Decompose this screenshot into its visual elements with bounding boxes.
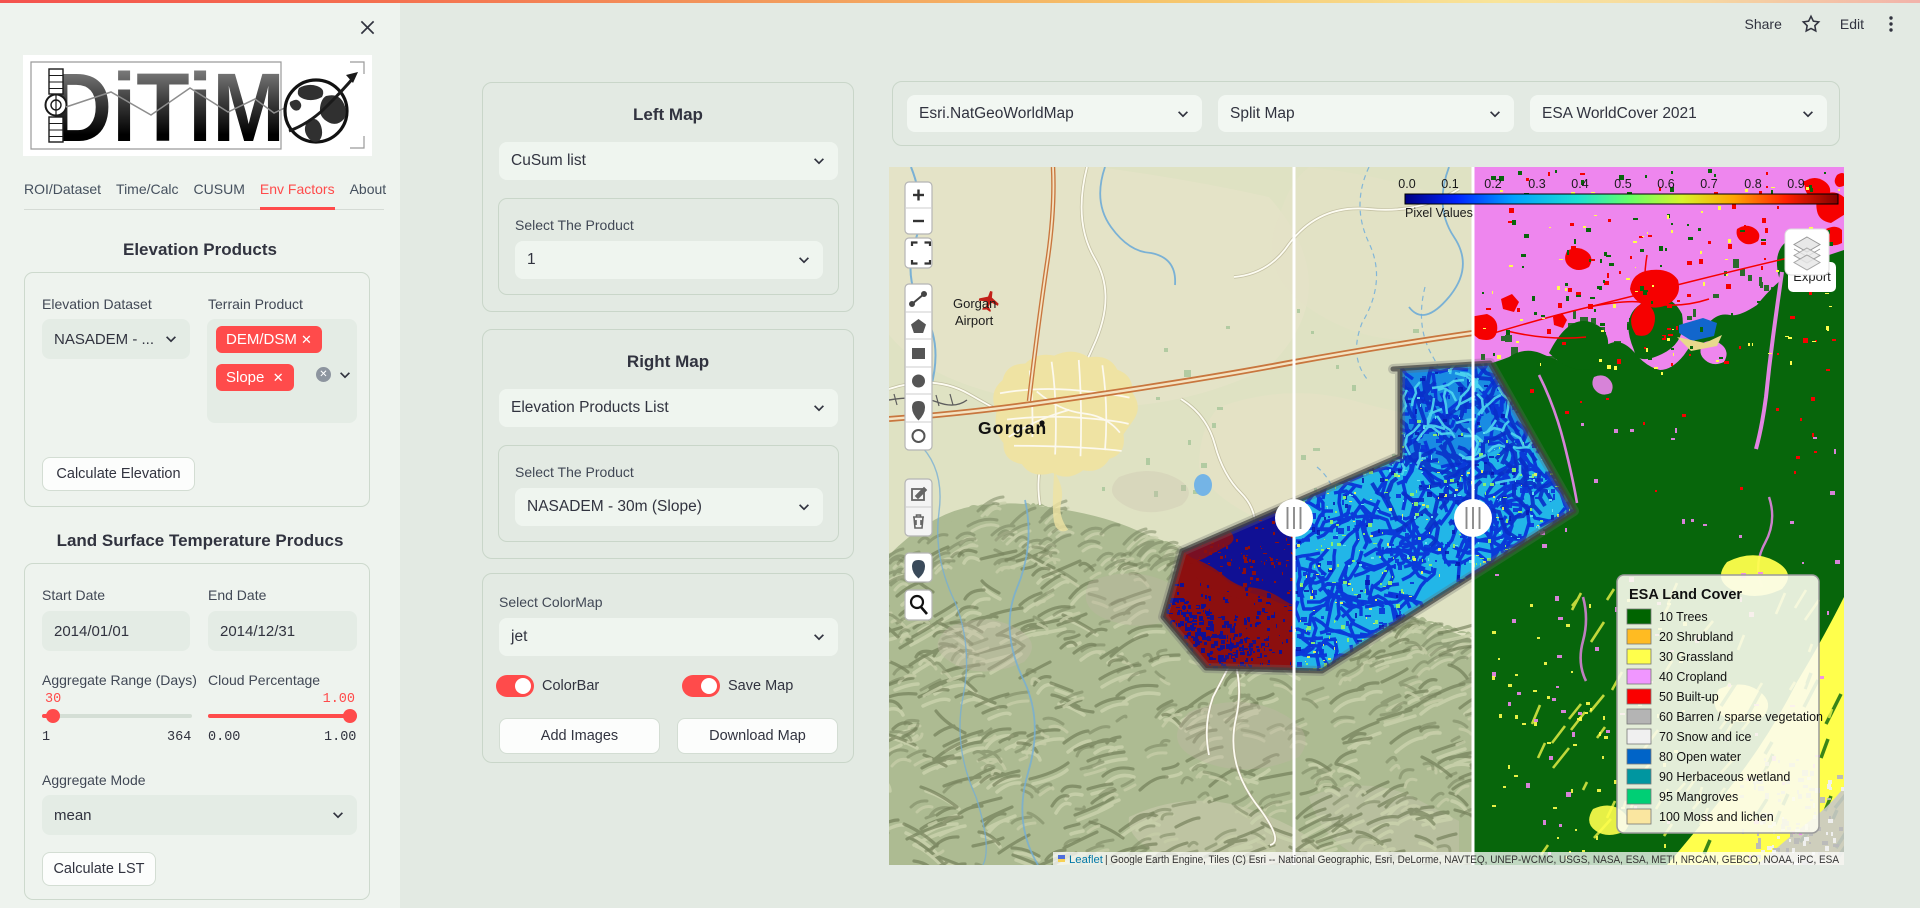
svg-text:50 Built-up: 50 Built-up — [1659, 690, 1719, 704]
svg-text:20 Shrubland: 20 Shrubland — [1659, 630, 1733, 644]
svg-text:0.9: 0.9 — [1787, 177, 1804, 191]
svg-text:70 Snow and ice: 70 Snow and ice — [1659, 730, 1751, 744]
svg-text:95 Mangroves: 95 Mangroves — [1659, 790, 1738, 804]
svg-text:0.8: 0.8 — [1744, 177, 1761, 191]
svg-text:80 Open water: 80 Open water — [1659, 750, 1741, 764]
svg-text:DiTiM: DiTiM — [49, 55, 285, 156]
svg-text:Gorgan: Gorgan — [978, 418, 1047, 438]
svg-text:100 Moss and lichen: 100 Moss and lichen — [1659, 810, 1774, 824]
svg-text:40 Cropland: 40 Cropland — [1659, 670, 1727, 684]
svg-text:Gorgan: Gorgan — [953, 296, 996, 311]
svg-text:30 Grassland: 30 Grassland — [1659, 650, 1733, 664]
svg-text:90 Herbaceous wetland: 90 Herbaceous wetland — [1659, 770, 1790, 784]
svg-text:| Google Earth Engine, Tiles (: | Google Earth Engine, Tiles (C) Esri --… — [1105, 854, 1839, 865]
svg-text:0.7: 0.7 — [1700, 177, 1717, 191]
svg-text:Leaflet: Leaflet — [1069, 854, 1104, 865]
svg-text:0.0: 0.0 — [1398, 177, 1415, 191]
svg-text:0.1: 0.1 — [1441, 177, 1458, 191]
svg-text:0.2: 0.2 — [1484, 177, 1501, 191]
svg-text:ESA Land Cover: ESA Land Cover — [1629, 587, 1742, 603]
svg-text:0.5: 0.5 — [1614, 177, 1631, 191]
svg-text:0.6: 0.6 — [1657, 177, 1674, 191]
svg-text:60 Barren / sparse vegetation: 60 Barren / sparse vegetation — [1659, 710, 1823, 724]
svg-text:Airport: Airport — [955, 313, 994, 328]
svg-text:0.4: 0.4 — [1571, 177, 1588, 191]
svg-text:10 Trees: 10 Trees — [1659, 610, 1708, 624]
svg-text:0.3: 0.3 — [1528, 177, 1545, 191]
svg-text:Pixel Values: Pixel Values — [1405, 206, 1473, 220]
